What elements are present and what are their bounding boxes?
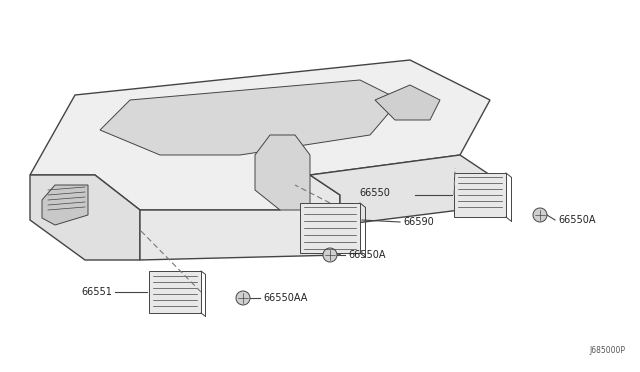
Text: 66590: 66590 [403,217,434,227]
Polygon shape [30,175,140,260]
Polygon shape [375,85,440,120]
Polygon shape [300,203,360,253]
Polygon shape [149,271,201,313]
Polygon shape [140,175,340,260]
Circle shape [323,248,337,262]
Polygon shape [310,155,490,225]
Polygon shape [42,185,88,225]
Text: 66550AA: 66550AA [263,293,307,303]
Polygon shape [100,80,400,155]
Polygon shape [454,173,506,217]
Polygon shape [255,135,310,210]
Circle shape [533,208,547,222]
Text: 66550: 66550 [359,188,390,198]
Text: 66550A: 66550A [558,215,595,225]
Polygon shape [30,60,490,210]
Text: 66550A: 66550A [348,250,385,260]
Text: J685000P: J685000P [589,346,625,355]
Text: 66551: 66551 [81,287,112,297]
Circle shape [236,291,250,305]
